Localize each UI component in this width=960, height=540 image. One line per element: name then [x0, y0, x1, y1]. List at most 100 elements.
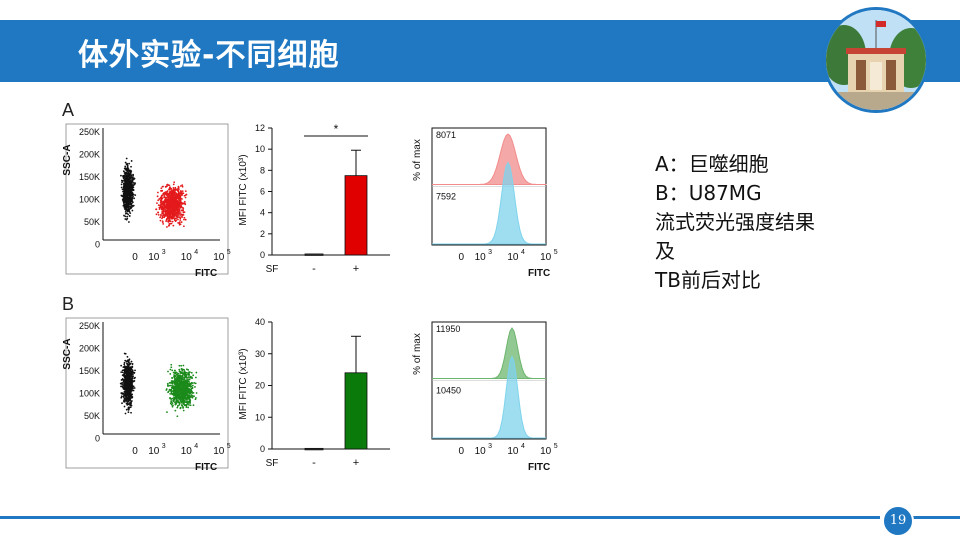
scatter-point: [158, 198, 161, 200]
scatter-point: [172, 224, 175, 227]
y-tick-label: 50K: [84, 217, 100, 227]
scatter-point: [122, 380, 125, 383]
scatter-point: [163, 204, 166, 207]
footer-line: [0, 516, 880, 519]
scatter-point: [161, 194, 163, 197]
scatter-point: [121, 393, 124, 395]
scatter-point: [180, 380, 183, 383]
scatter-point: [124, 185, 127, 188]
scatter-point: [168, 213, 171, 215]
scatter-point: [174, 207, 177, 210]
scatter-point: [173, 380, 176, 383]
scatter-point: [131, 366, 134, 369]
scatter-point: [177, 387, 180, 390]
scatter-point: [178, 195, 180, 198]
scatter-point: [168, 188, 171, 191]
scatter-point: [171, 405, 174, 408]
scatter-point: [123, 202, 125, 205]
scatter-point: [120, 364, 123, 367]
scatter-point: [125, 408, 128, 411]
scatter-point: [130, 386, 132, 389]
scatter-point: [173, 393, 176, 396]
y-axis-label: MFI FITC (x10³): [238, 154, 249, 225]
scatter-point: [173, 372, 176, 374]
scatter-point: [188, 382, 191, 385]
scatter-point: [124, 177, 127, 180]
y-tick-label: 8: [260, 165, 265, 175]
scatter-point: [175, 401, 178, 404]
scatter-point: [157, 199, 160, 202]
scatter-point: [190, 371, 193, 374]
x-tick-label: 10: [148, 446, 160, 457]
scatter-point: [134, 369, 136, 372]
scatter-point: [176, 205, 178, 208]
scatter-point: [127, 181, 130, 184]
scatter-point: [129, 371, 132, 374]
y-tick-label: 150K: [79, 172, 100, 182]
scatter-point: [170, 390, 173, 393]
y-tick-label: 6: [260, 187, 265, 197]
scatter-point: [126, 398, 128, 400]
scatter-point: [162, 223, 165, 225]
scatter-point: [130, 381, 133, 383]
scatter-point: [184, 218, 187, 221]
scatter-point: [128, 215, 131, 217]
scatter-point: [127, 371, 129, 374]
scatter-point: [165, 196, 168, 199]
scatter-point: [164, 201, 166, 204]
scatter-point: [179, 384, 182, 387]
scatter-point: [125, 177, 128, 180]
scatter-point: [169, 373, 172, 375]
scatter-point: [129, 203, 131, 206]
bar: [344, 372, 368, 450]
scatter-point: [173, 396, 175, 399]
scatter-point: [131, 387, 134, 390]
scatter-point: [188, 390, 191, 393]
scatter-point: [129, 181, 132, 184]
scatter-point: [128, 358, 131, 361]
scatter-point: [182, 409, 185, 412]
scatter-point: [187, 391, 190, 394]
x-tick-label: 0: [132, 446, 138, 457]
scatter-point: [174, 387, 176, 390]
scatter-point: [123, 361, 126, 364]
scatter-point: [128, 191, 131, 193]
scatter-point: [131, 209, 134, 212]
x-axis-label: FITC: [528, 268, 550, 279]
scatter-point: [185, 406, 188, 409]
x-tick-label: 0: [132, 252, 138, 263]
scatter-point: [157, 213, 160, 216]
scatter-point: [125, 206, 128, 209]
scatter-point: [160, 187, 163, 190]
scatter-point: [169, 199, 172, 202]
scatter-point: [186, 384, 188, 387]
scatter-point: [171, 189, 173, 192]
scatter-point: [122, 204, 125, 207]
scatter-point: [186, 401, 189, 404]
scatter-point: [161, 215, 164, 217]
y-tick-label: 100K: [79, 195, 100, 205]
scatter-point: [182, 213, 184, 216]
scatter-point: [131, 363, 134, 365]
scatter-point: [170, 363, 173, 366]
scatter-point: [181, 184, 184, 187]
scatter-point: [120, 395, 123, 398]
scatter-point: [128, 362, 131, 365]
scatter-point: [177, 394, 180, 396]
scatter-point: [166, 190, 169, 193]
histogram-label: 7592: [436, 192, 456, 202]
scatter-point: [185, 373, 188, 376]
y-tick-label: 0: [260, 250, 265, 260]
scatter-point: [128, 402, 131, 404]
y-axis-label: % of max: [412, 139, 423, 181]
scatter-point: [124, 211, 127, 213]
scatter-point: [169, 396, 171, 399]
scatter-point: [129, 196, 132, 199]
scatter-point: [184, 202, 186, 205]
scatter-point: [172, 186, 175, 189]
y-tick-label: 0: [95, 240, 100, 250]
scatter-point: [175, 215, 178, 218]
scatter-point: [173, 374, 176, 377]
scatter-point: [178, 382, 181, 385]
scatter-point: [173, 369, 176, 372]
